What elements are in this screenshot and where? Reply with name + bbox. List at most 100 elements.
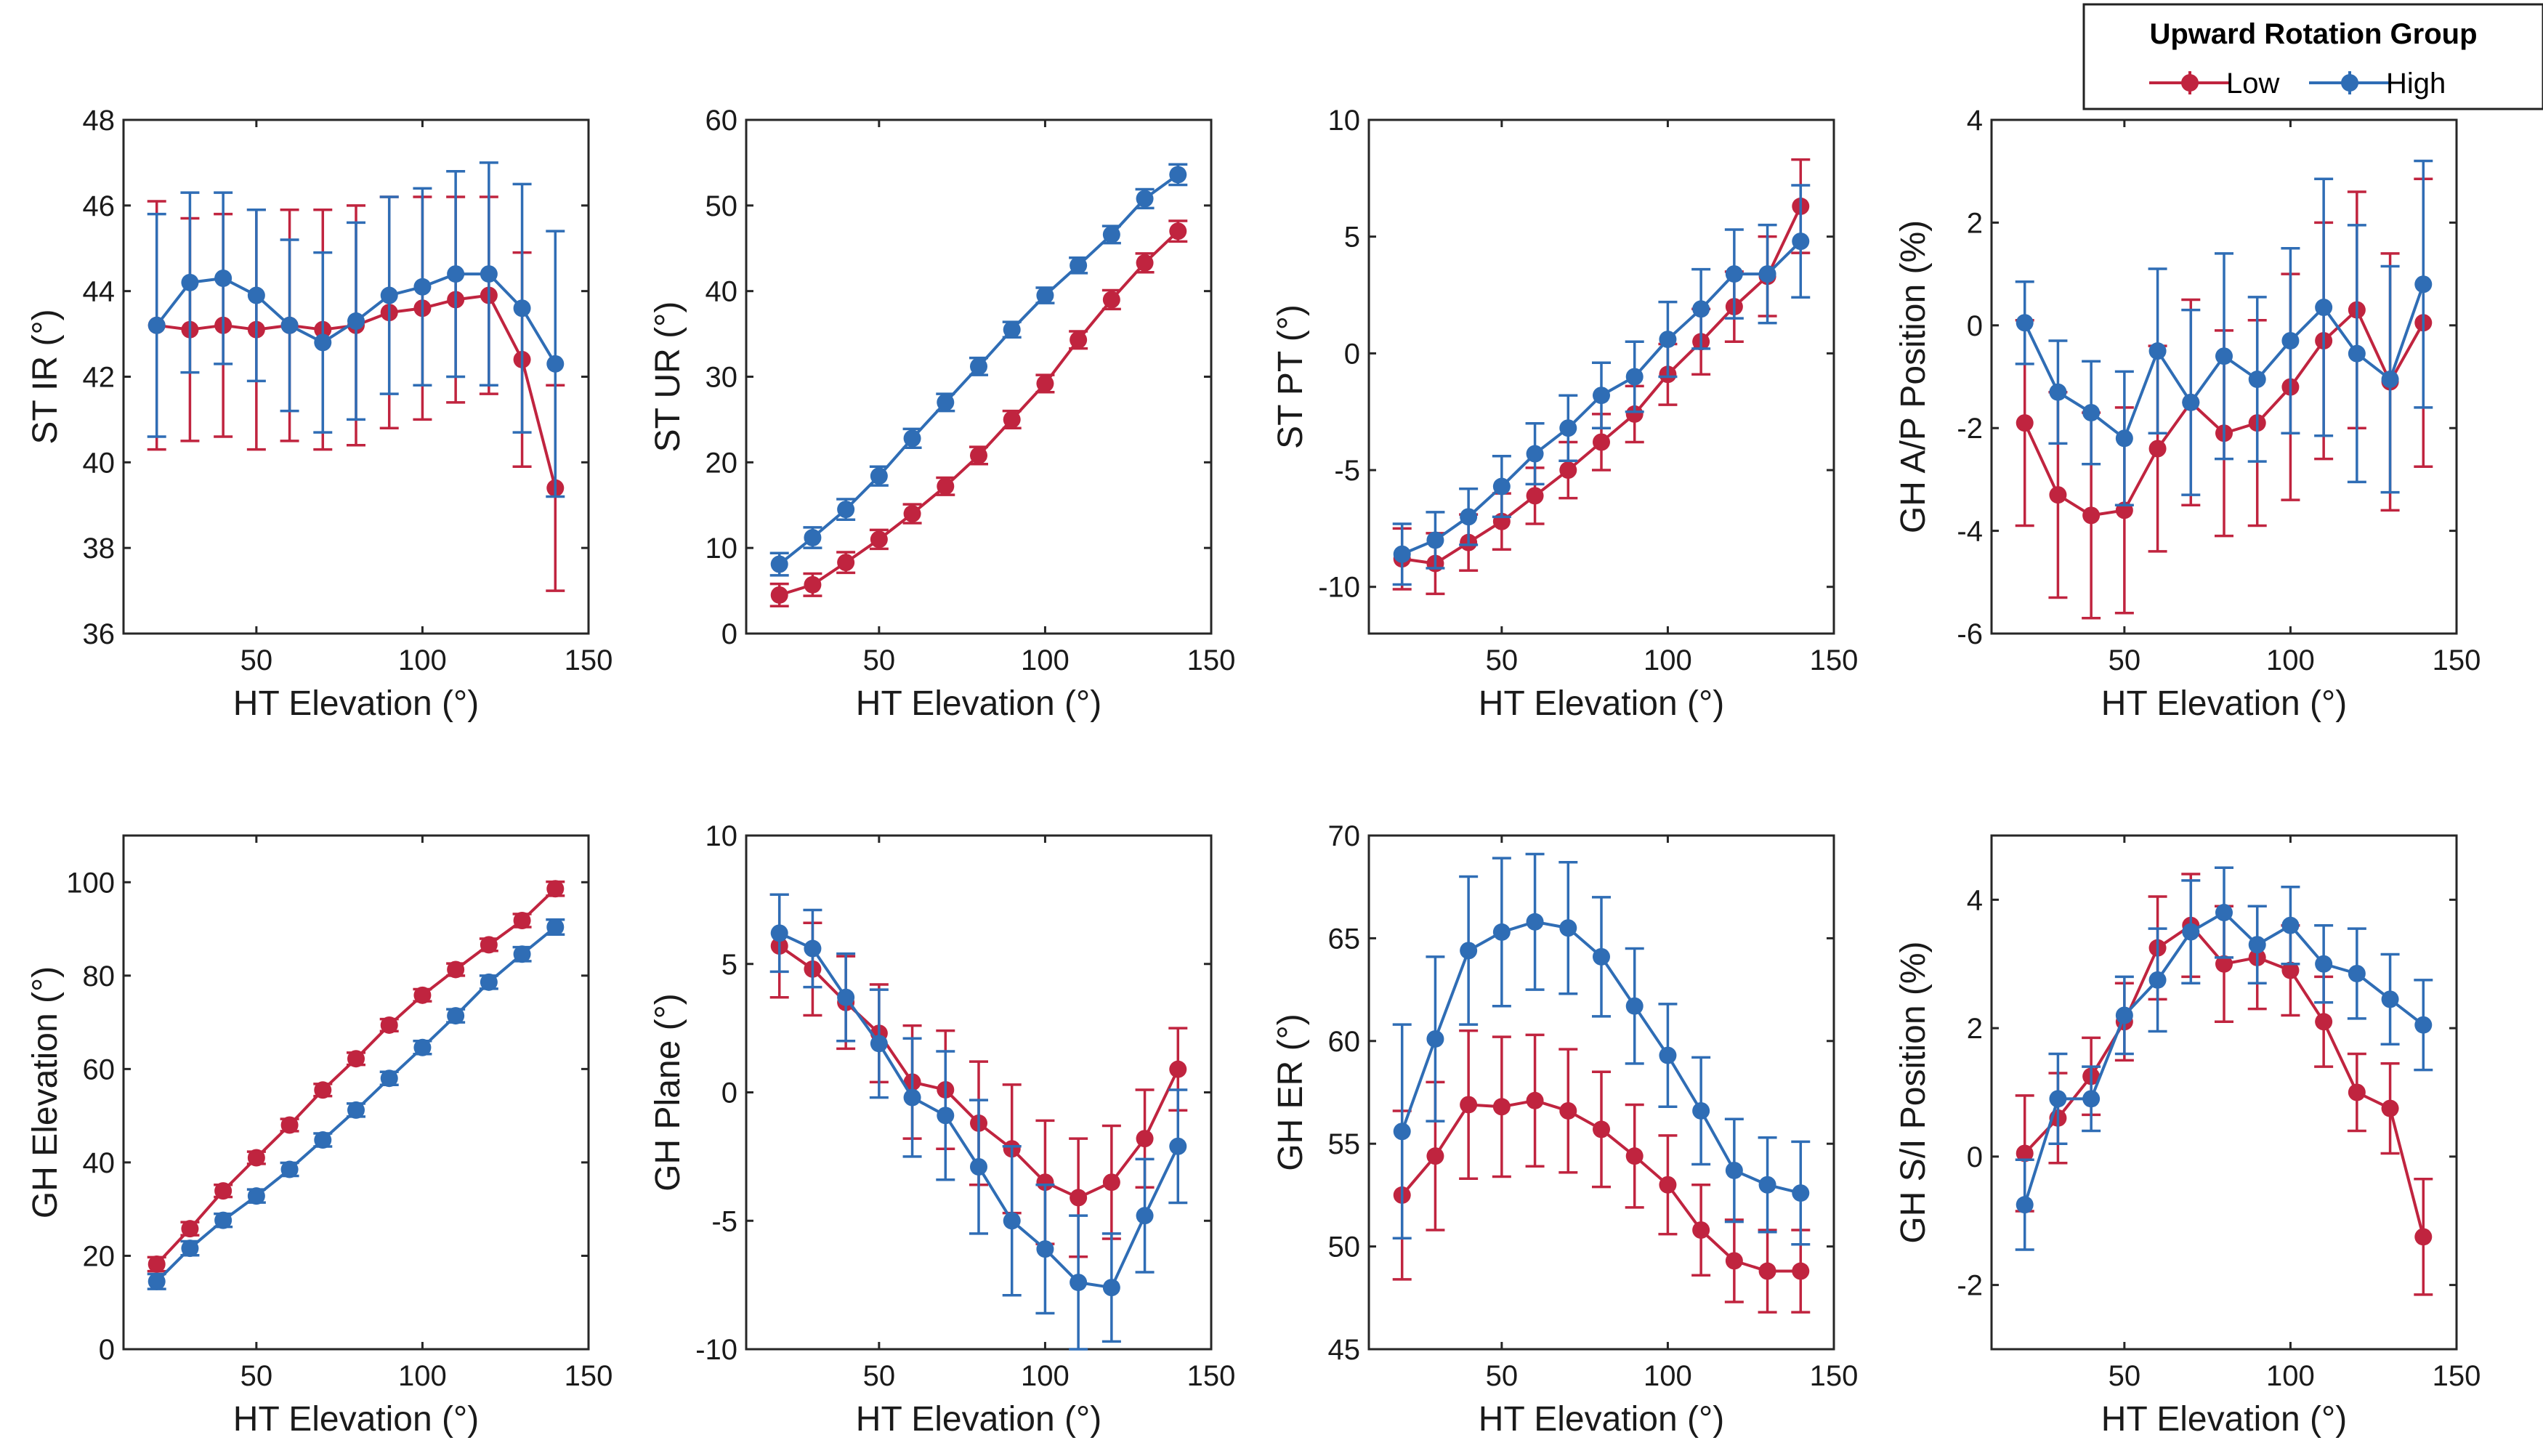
- data-point: [280, 1160, 299, 1178]
- data-point: [1559, 1101, 1577, 1120]
- data-point: [870, 530, 888, 549]
- data-point: [903, 1088, 921, 1107]
- data-point: [2348, 965, 2366, 983]
- y-tick-label: 10: [706, 533, 738, 565]
- series-high: [2015, 866, 2433, 1251]
- data-point: [1725, 1161, 1743, 1179]
- x-tick-label: 150: [2433, 1360, 2481, 1392]
- data-point: [2315, 299, 2333, 317]
- data-point: [2248, 371, 2266, 389]
- y-tick-label: 5: [721, 949, 737, 981]
- x-tick-label: 50: [240, 644, 273, 676]
- data-point: [181, 1239, 199, 1258]
- y-tick-label: -2: [1957, 413, 1983, 445]
- data-point: [2215, 904, 2233, 922]
- data-point: [214, 1211, 233, 1229]
- legend-title: Upward Rotation Group: [2149, 18, 2477, 50]
- data-point: [1036, 374, 1054, 392]
- x-tick-label: 100: [398, 644, 447, 676]
- data-point: [1393, 545, 1411, 563]
- data-point: [546, 918, 565, 936]
- data-point: [2148, 971, 2167, 989]
- data-point: [447, 265, 465, 283]
- y-tick-label: 55: [1328, 1128, 1361, 1160]
- x-tick-label: 100: [2266, 644, 2315, 676]
- y-axis-label: GH ER (°): [1272, 1014, 1310, 1171]
- data-point: [903, 505, 921, 523]
- x-axis-label: HT Elevation (°): [856, 684, 1101, 723]
- data-point: [1036, 286, 1054, 304]
- plot-area-frame: [1367, 118, 1835, 635]
- x-tick-label: 100: [1644, 644, 1692, 676]
- x-axis-label: HT Elevation (°): [233, 684, 479, 723]
- data-point: [1792, 232, 1810, 251]
- data-point: [181, 273, 199, 291]
- y-tick-label: 40: [83, 1147, 116, 1179]
- data-point: [937, 477, 955, 496]
- y-tick-label: 50: [1328, 1231, 1361, 1263]
- data-point: [837, 554, 855, 572]
- y-tick-label: 20: [706, 447, 738, 479]
- data-point: [770, 555, 788, 573]
- data-point: [380, 1069, 398, 1088]
- y-tick-label: 36: [83, 618, 116, 650]
- data-point: [770, 586, 788, 604]
- data-point: [314, 333, 332, 352]
- y-axis-label: GH A/P Position (%): [1894, 220, 1933, 533]
- data-point: [804, 575, 822, 594]
- data-point: [480, 265, 498, 283]
- y-tick-label: 45: [1328, 1334, 1361, 1366]
- x-tick-label: 50: [1486, 644, 1519, 676]
- data-point: [380, 1016, 398, 1034]
- data-point: [1136, 190, 1154, 208]
- data-point: [2016, 1196, 2034, 1214]
- plot-area-frame: [1990, 834, 2458, 1351]
- series-high: [1392, 852, 1811, 1246]
- y-tick-label: 42: [83, 362, 116, 394]
- data-point: [247, 1149, 265, 1167]
- data-point: [1426, 1030, 1444, 1048]
- x-tick-label: 50: [240, 1360, 273, 1392]
- series-high: [769, 893, 1188, 1351]
- legend-entry-high: High: [2309, 68, 2446, 100]
- data-point: [2381, 990, 2399, 1008]
- data-point: [1659, 331, 1677, 349]
- data-point: [2082, 506, 2101, 525]
- series-low: [147, 880, 565, 1274]
- x-tick-label: 150: [565, 1360, 613, 1392]
- data-point: [970, 357, 987, 376]
- y-tick-label: 0: [1967, 310, 1983, 342]
- data-point: [1725, 1252, 1743, 1270]
- y-axis-label: ST PT (°): [1272, 304, 1310, 449]
- data-point: [1625, 405, 1644, 423]
- data-point: [513, 299, 531, 318]
- data-point: [1169, 222, 1187, 240]
- data-point: [2148, 342, 2167, 360]
- legend-box: [2082, 3, 2543, 110]
- data-point: [1492, 923, 1511, 941]
- data-point: [1102, 291, 1120, 309]
- data-point: [837, 988, 855, 1006]
- y-tick-label: 2: [1967, 1013, 1983, 1045]
- data-point: [1169, 1060, 1187, 1078]
- y-tick-label: 60: [1328, 1026, 1361, 1058]
- data-point: [1036, 1173, 1054, 1192]
- data-point: [1593, 387, 1610, 405]
- data-point: [1003, 1212, 1021, 1230]
- data-point: [1792, 1262, 1810, 1280]
- data-point: [214, 269, 233, 287]
- chart-panel-7: 45 50 55 60 65 70 50 100 150 HT Elevation (°) GH E…: [1272, 820, 1858, 1439]
- data-point: [1460, 942, 1478, 960]
- data-point: [2215, 347, 2233, 365]
- x-tick-label: 150: [1187, 1360, 1236, 1392]
- plot-area-frame: [1990, 118, 2458, 635]
- y-tick-label: 44: [83, 276, 116, 308]
- data-point: [2049, 1090, 2067, 1108]
- data-point: [1725, 265, 1743, 283]
- data-point: [1460, 1096, 1478, 1114]
- data-point: [2016, 1144, 2034, 1162]
- data-point: [2414, 275, 2433, 294]
- data-point: [2016, 314, 2034, 332]
- y-axis-label: GH Plane (°): [649, 993, 687, 1192]
- data-point: [804, 939, 822, 958]
